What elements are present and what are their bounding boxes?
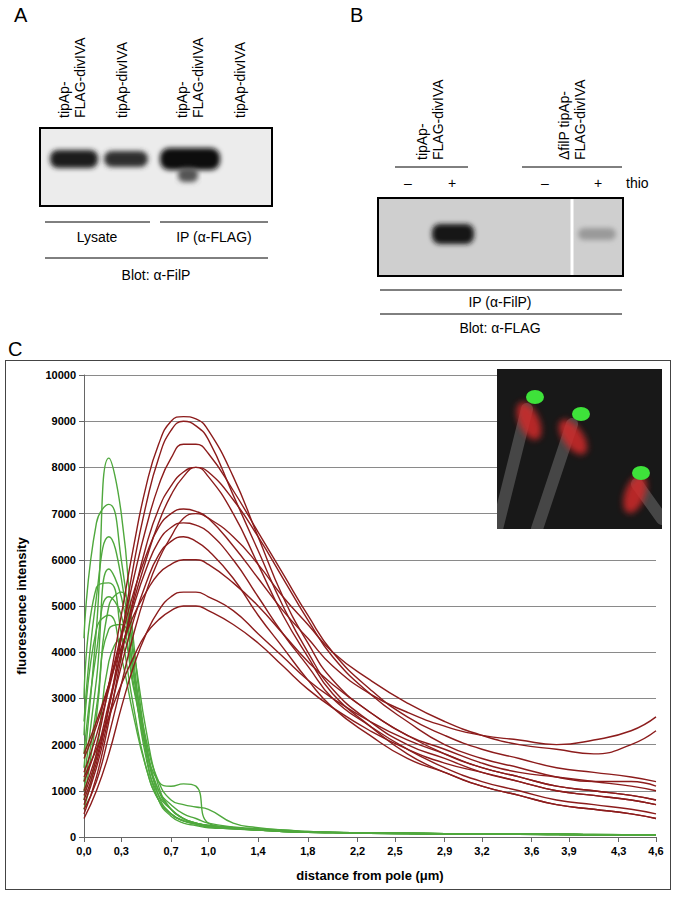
svg-text:5000: 5000 [52, 600, 76, 612]
svg-text:1,8: 1,8 [300, 845, 315, 857]
svg-text:1,0: 1,0 [201, 845, 216, 857]
svg-text:ΔfilP tipAp-: ΔfilP tipAp- [556, 91, 572, 160]
svg-text:+: + [594, 175, 602, 191]
svg-text:FLAG-divIVA: FLAG-divIVA [72, 37, 88, 118]
svg-text:4000: 4000 [52, 646, 76, 658]
svg-text:tipAp-: tipAp- [56, 81, 72, 118]
svg-text:FLAG-divIVA: FLAG-divIVA [430, 79, 446, 160]
svg-text:fluorescence intensity: fluorescence intensity [14, 537, 29, 675]
svg-text:2000: 2000 [52, 739, 76, 751]
svg-text:3,9: 3,9 [561, 845, 576, 857]
svg-text:10000: 10000 [45, 369, 76, 381]
svg-text:FLAG-divIVA: FLAG-divIVA [190, 37, 206, 118]
svg-text:2,9: 2,9 [437, 845, 452, 857]
svg-text:Lysate: Lysate [77, 229, 118, 245]
svg-text:tipAp-: tipAp- [174, 81, 190, 118]
svg-text:1000: 1000 [52, 785, 76, 797]
svg-text:IP (α-FilP): IP (α-FilP) [468, 294, 531, 310]
svg-text:9000: 9000 [52, 415, 76, 427]
svg-text:–: – [541, 175, 549, 191]
svg-text:4,6: 4,6 [648, 845, 663, 857]
svg-text:6000: 6000 [52, 554, 76, 566]
svg-text:IP (α-FLAG): IP (α-FLAG) [176, 229, 252, 245]
svg-text:distance from pole (μm): distance from pole (μm) [296, 868, 443, 883]
svg-text:+: + [448, 175, 456, 191]
svg-text:tipAp-: tipAp- [414, 123, 430, 160]
svg-text:tipAp-divIVA: tipAp-divIVA [232, 41, 248, 118]
svg-text:Blot: α-FilP: Blot: α-FilP [122, 267, 191, 283]
svg-text:A: A [14, 4, 28, 26]
svg-text:FLAG-divIVA: FLAG-divIVA [572, 79, 588, 160]
svg-text:0,7: 0,7 [163, 845, 178, 857]
svg-text:B: B [350, 4, 363, 26]
svg-text:2,2: 2,2 [350, 845, 365, 857]
svg-text:4,3: 4,3 [611, 845, 626, 857]
svg-text:7000: 7000 [52, 508, 76, 520]
svg-text:0,3: 0,3 [114, 845, 129, 857]
svg-text:–: – [404, 175, 412, 191]
svg-text:0: 0 [70, 831, 76, 843]
svg-text:3,6: 3,6 [524, 845, 539, 857]
svg-text:thio: thio [626, 175, 649, 191]
svg-text:8000: 8000 [52, 461, 76, 473]
svg-text:tipAp-divIVA: tipAp-divIVA [114, 41, 130, 118]
svg-text:0,0: 0,0 [76, 845, 91, 857]
svg-text:Blot: α-FLAG: Blot: α-FLAG [459, 320, 540, 336]
svg-text:2,5: 2,5 [387, 845, 402, 857]
svg-text:3000: 3000 [52, 692, 76, 704]
svg-text:1,4: 1,4 [250, 845, 266, 857]
svg-text:3,2: 3,2 [474, 845, 489, 857]
svg-text:C: C [8, 338, 22, 360]
